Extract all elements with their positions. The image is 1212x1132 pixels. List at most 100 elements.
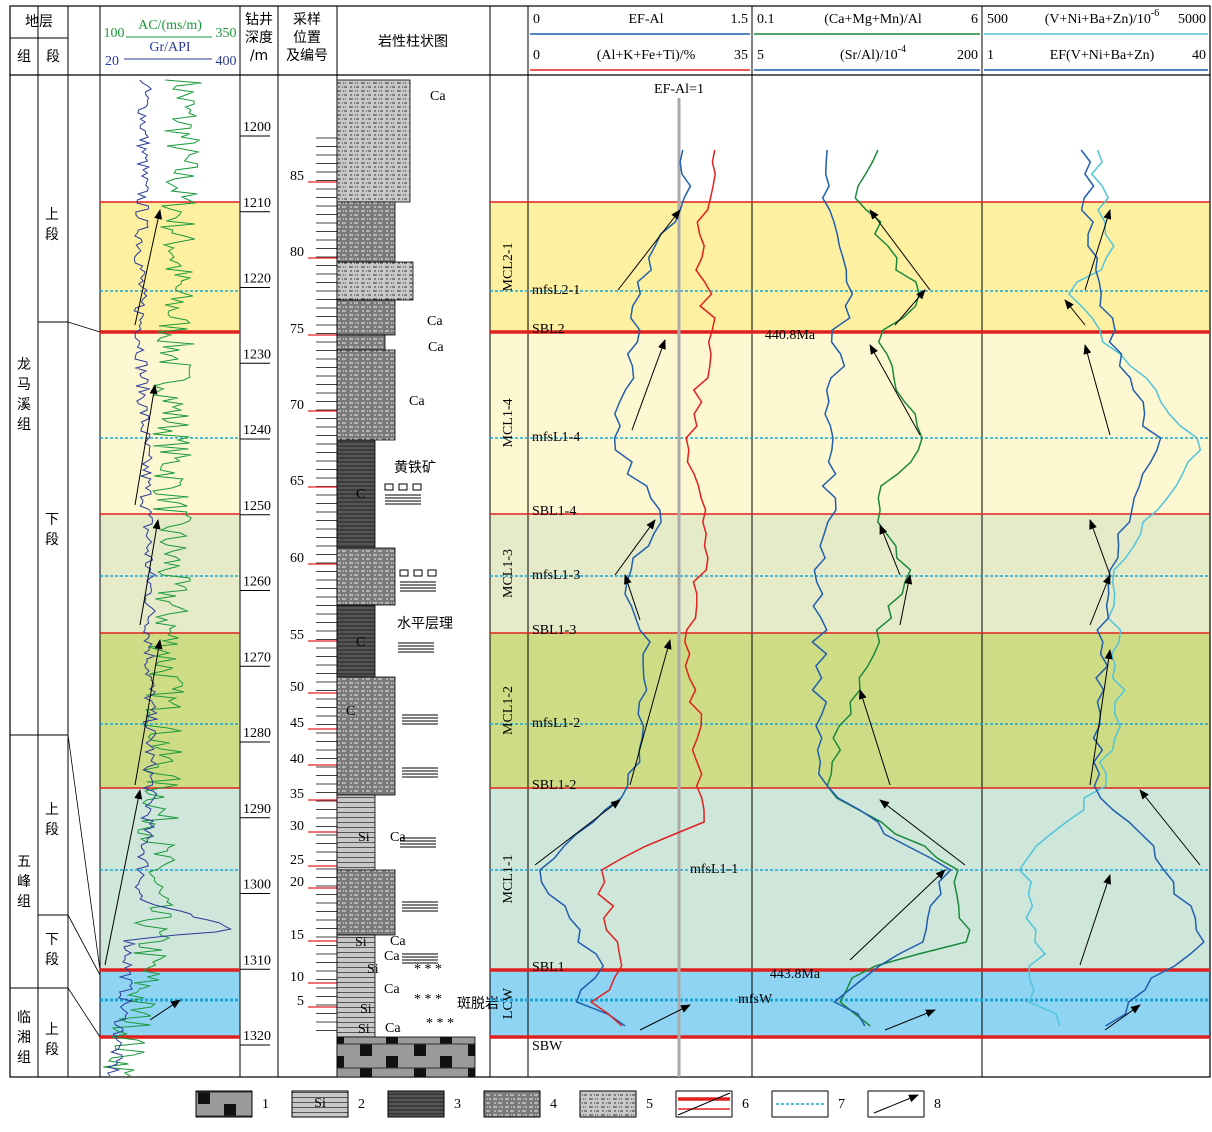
label: SBL1 [532,960,565,975]
label: Ca [390,934,406,949]
label: (Ca+Mg+Mn)/Al [824,12,922,27]
line [873,1094,919,1114]
pyrite-symbol [398,483,408,491]
label: Si [358,830,370,845]
label: 6 [742,1097,749,1112]
label: 350 [216,26,237,41]
char: 组 [17,417,31,433]
label: MCL2-1 [501,243,516,292]
line [149,999,181,1021]
label: SBL2 [532,322,565,337]
line [617,209,681,291]
label: 0 [533,48,540,63]
lithology-unit [336,547,396,606]
label: 400 [216,54,237,69]
label: 40 [290,752,304,767]
lithology-unit [336,604,376,678]
label: 段 [46,49,60,65]
label: EF-Al=1 [654,82,704,97]
label: 上段 [45,207,59,243]
line [134,639,163,786]
label: 35 [290,787,304,802]
label: Ca [409,394,425,409]
band [100,514,240,633]
lithology-unit [336,201,396,263]
char: 湘 [17,1030,31,1046]
line [639,1004,691,1031]
label: 1 [987,48,994,63]
label: 7 [838,1097,845,1112]
char: 上 [45,207,59,223]
label: 40 [1192,48,1206,63]
label: * * * [414,992,442,1007]
char: 上 [45,1022,59,1038]
label: MCL1-1 [501,855,516,904]
label: 1290 [243,802,271,817]
label: LCW [501,987,516,1019]
lithology-unit [336,349,396,441]
line [67,914,101,976]
label: 1270 [243,650,271,665]
char: 临 [17,1010,31,1026]
label: 1240 [243,423,271,438]
line [1084,209,1112,291]
label: 35 [734,48,748,63]
pyrite-symbol [399,569,409,577]
label: Ca [384,982,400,997]
label: mfsL2-1 [532,283,580,298]
label: EF-Al [629,12,664,27]
label: Si [367,962,379,977]
line [884,1009,936,1031]
label: Ca [428,340,444,355]
label: 15 [290,928,304,943]
label: 2 [358,1097,365,1112]
line [858,689,891,786]
label: * * * [426,1016,454,1031]
pyrite-symbol [427,569,437,577]
char: 龙 [17,357,31,373]
label: C [356,635,365,650]
label: * * * [414,962,442,977]
line [677,1092,731,1116]
label: 1300 [243,878,271,893]
label: 5 [646,1097,653,1112]
line [1083,344,1111,436]
lithology-unit [336,261,414,301]
outer-frame [9,5,1211,1078]
label: 下段 [45,932,59,968]
label: 75 [290,322,304,337]
label: EF(V+Ni+Ba+Zn) [1050,48,1155,63]
line [1089,519,1111,576]
curve [107,79,233,1077]
label: 50 [290,680,304,695]
char: 组 [17,1050,31,1066]
label: 500 [987,12,1008,27]
line [894,289,926,326]
legend-box [771,1090,829,1118]
curve [589,149,716,1027]
label: MCL1-2 [501,686,516,735]
line [879,524,901,576]
label: 25 [290,853,304,868]
label: Ca [385,1021,401,1036]
line [614,519,656,576]
label: 及编号 [286,48,328,64]
label: 1280 [243,726,271,741]
label: 443.8Ma [770,967,821,982]
lithology-unit [336,676,396,796]
line [1079,874,1111,966]
line [899,574,913,626]
label: 65 [290,474,304,489]
lithology-unit [336,794,376,871]
band [490,202,1210,332]
line [134,209,162,326]
char: 段 [45,952,59,968]
label: 上段 [45,1022,59,1058]
label: MCL1-4 [501,399,516,448]
pyrite-symbol [384,483,394,491]
lithology-unit [336,79,411,203]
line [1064,299,1086,326]
label: 3 [454,1097,461,1112]
label: 位置 [293,30,321,46]
